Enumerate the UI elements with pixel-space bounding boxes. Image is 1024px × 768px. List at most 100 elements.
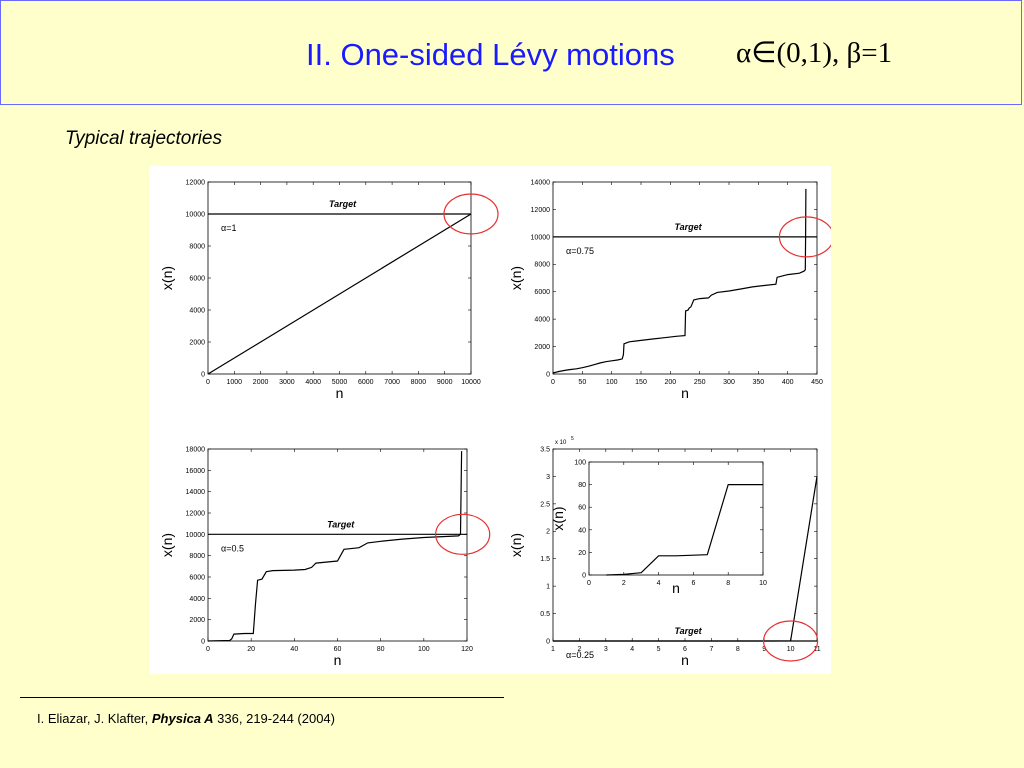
x-axis-label: n (336, 385, 344, 401)
y-tick-label: 10000 (531, 234, 551, 241)
y-tick-label: 12000 (186, 179, 206, 186)
y-tick-label: 12000 (531, 207, 551, 214)
y-tick-label: 0 (201, 638, 205, 645)
x-tick-label: 7 (709, 646, 713, 653)
slide-title: II. One-sided Lévy motions (306, 37, 675, 72)
y-tick-label: 0 (582, 572, 586, 579)
target-highlight-circle (443, 193, 499, 235)
target-label: Target (327, 519, 355, 529)
x-tick-label: 5000 (332, 379, 348, 386)
y-tick-label: 4000 (189, 596, 205, 603)
alpha-annotation: α=1 (221, 223, 236, 233)
inset-trajectory-line (606, 484, 763, 576)
alpha-annotation: α=0.75 (566, 246, 594, 256)
citation: I. Eliazar, J. Klafter, Physica A 336, 2… (37, 711, 335, 726)
trajectory-line (553, 476, 818, 642)
x-tick-label: 8000 (411, 379, 427, 386)
x-tick-label: 0 (206, 379, 210, 386)
x-tick-label: 6 (691, 580, 695, 587)
x-tick-label: 9 (762, 646, 766, 653)
x-tick-label: 4 (657, 580, 661, 587)
y-tick-label: 3 (546, 474, 550, 481)
y-tick-label: 100 (574, 459, 586, 466)
citation-details: 336, 219-244 (2004) (213, 711, 335, 726)
trajectory-figure: 0 1000 2000 3000 4000 5000 6000 7000 8000 9000 100… (149, 166, 835, 674)
target-highlight-circle (435, 513, 491, 555)
trajectory-line (207, 213, 472, 375)
x-tick-label: 2000 (253, 379, 269, 386)
x-tick-label: 8 (736, 646, 740, 653)
y-tick-label: 8000 (534, 262, 550, 269)
x-tick-label: 300 (723, 379, 735, 386)
y-tick-label: 14000 (186, 489, 206, 496)
x-tick-label: 10000 (461, 379, 481, 386)
x-tick-label: 9000 (437, 379, 453, 386)
y-tick-label: 40 (578, 527, 586, 534)
title-box: II. One-sided Lévy motions α∈(0,1), β=1 (0, 0, 1022, 105)
x-axis-label: n (681, 385, 689, 401)
y-axis-label: x(n) (508, 266, 524, 290)
x-tick-label: 450 (811, 379, 823, 386)
plot-frame (552, 181, 818, 375)
trajectory-line (552, 188, 807, 374)
y-tick-label: 12000 (186, 510, 206, 517)
x-tick-label: 11 (813, 646, 820, 653)
y-tick-label: 0.5 (540, 611, 550, 618)
y-tick-label: 0 (201, 371, 205, 378)
y-tick-label: 60 (578, 505, 586, 512)
chart-panel-2: 0 50 100 150 200 250 300 350 400 450 0 2000 4000 6000… (508, 179, 835, 401)
target-label: Target (329, 199, 357, 209)
x-tick-label: 1000 (227, 379, 243, 386)
y-tick-label: 14000 (531, 179, 551, 186)
x-tick-label: 1 (551, 646, 555, 653)
x-tick-label: 100 (606, 379, 618, 386)
y-tick-label: 0 (546, 371, 550, 378)
y-axis-label: x(n) (550, 506, 566, 530)
chart-panel-3: 0 20 40 60 80 100 120 0 2000 4000 6000 8000 10000 120… (159, 446, 491, 668)
x-tick-label: 4000 (305, 379, 321, 386)
x-axis-label: n (334, 652, 342, 668)
y-tick-label: 20 (578, 550, 586, 557)
x-tick-label: 150 (635, 379, 647, 386)
y-tick-label: 2000 (189, 617, 205, 624)
x-tick-label: 80 (377, 646, 385, 653)
y-axis-label: x(n) (159, 266, 175, 290)
citation-authors: I. Eliazar, J. Klafter, (37, 711, 152, 726)
trajectory-line (207, 451, 463, 642)
y-tick-label: 2000 (534, 344, 550, 351)
axis-multiplier: x 10 (555, 440, 567, 446)
y-tick-label: 80 (578, 482, 586, 489)
x-tick-label: 120 (461, 646, 473, 653)
citation-journal: Physica A (151, 711, 214, 726)
trajectory-plots: 0 1000 2000 3000 4000 5000 6000 7000 8000 9000 100… (159, 179, 835, 668)
chart-panel-4: 1 2 3 4 5 6 7 8 9 10 11 0 0.5 1 1.5 2 2.5 3 3.5 n x(n) x 10 5 T… (508, 436, 821, 668)
x-tick-label: 50 (578, 379, 586, 386)
x-tick-label: 6000 (358, 379, 374, 386)
x-tick-label: 2 (622, 580, 626, 587)
x-tick-label: 2 (577, 646, 581, 653)
y-tick-label: 6000 (189, 275, 205, 282)
target-label: Target (674, 626, 702, 636)
plot-frame (207, 181, 472, 375)
y-tick-label: 6000 (534, 289, 550, 296)
y-tick-label: 3.5 (540, 446, 550, 453)
x-tick-label: 0 (551, 379, 555, 386)
title-formula: α∈(0,1), β=1 (736, 37, 893, 69)
x-tick-label: 40 (290, 646, 298, 653)
x-tick-label: 10 (787, 646, 795, 653)
alpha-annotation: α=0.5 (221, 543, 244, 553)
y-tick-label: 4000 (189, 307, 205, 314)
x-tick-label: 3000 (279, 379, 295, 386)
x-axis-label: n (681, 652, 689, 668)
x-tick-label: 5 (657, 646, 661, 653)
x-tick-label: 200 (664, 379, 676, 386)
x-tick-label: 0 (587, 580, 591, 587)
chart-panel-1: 0 1000 2000 3000 4000 5000 6000 7000 8000 9000 100… (159, 179, 499, 401)
y-axis-label: x(n) (508, 533, 524, 557)
y-tick-label: 0 (546, 638, 550, 645)
y-tick-label: 10000 (186, 211, 206, 218)
citation-rule (20, 697, 504, 698)
alpha-annotation: α=0.25 (566, 650, 594, 660)
y-tick-label: 2.5 (540, 501, 550, 508)
